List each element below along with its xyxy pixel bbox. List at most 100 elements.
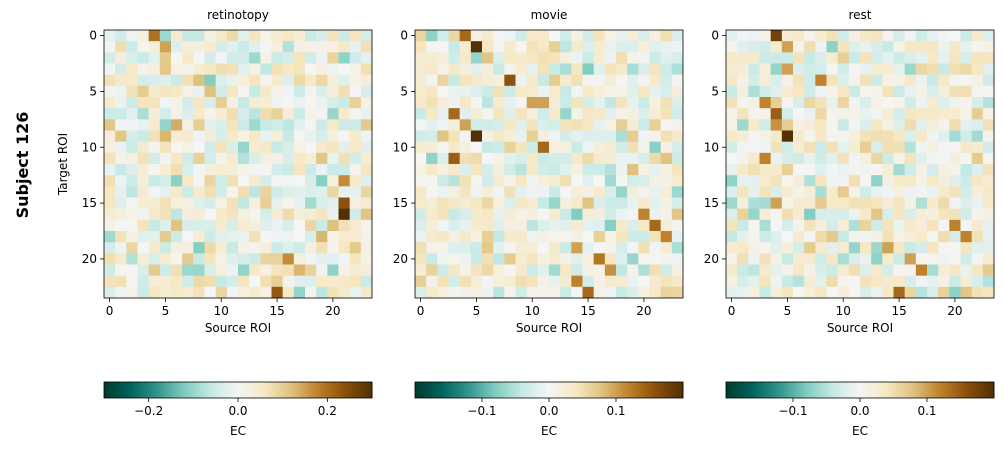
heatmap-cell — [126, 275, 138, 288]
heatmap-cell — [604, 63, 617, 76]
heatmap-cell — [316, 130, 328, 143]
heatmap-cell — [649, 286, 662, 299]
heatmap-cell — [293, 141, 306, 154]
colorbar-segment — [770, 382, 774, 398]
heatmap-cell — [893, 152, 906, 165]
colorbar-segment — [584, 382, 588, 398]
heatmap-cell — [482, 253, 494, 265]
heatmap-cell — [649, 242, 662, 254]
heatmap-cell — [638, 208, 650, 221]
colorbar-segment — [964, 382, 968, 398]
heatmap-cell — [737, 286, 749, 299]
colorbar-segment — [162, 382, 165, 398]
heatmap-cell — [649, 264, 662, 277]
heatmap-cell — [904, 108, 917, 120]
colorbar-segment — [958, 382, 961, 398]
heatmap-cell — [316, 85, 328, 98]
heatmap-cell — [593, 175, 606, 187]
colorbar-segment — [318, 382, 322, 398]
heatmap-cell — [282, 242, 295, 254]
heatmap-cell — [360, 264, 373, 277]
heatmap-cell — [293, 208, 306, 221]
colorbar-segment — [468, 382, 472, 398]
colorbar-segment — [502, 382, 505, 398]
heatmap-cell — [271, 41, 284, 53]
colorbar-segment — [473, 382, 476, 398]
colorbar-segment — [962, 382, 966, 398]
heatmap-cell — [582, 74, 595, 87]
colorbar-segment — [953, 382, 957, 398]
heatmap-cell — [327, 208, 339, 221]
heatmap-cell — [426, 85, 438, 98]
heatmap-cell — [893, 264, 906, 277]
heatmap-cell — [604, 253, 617, 265]
heatmap-cell — [293, 119, 306, 131]
heatmap-cell — [238, 186, 250, 198]
heatmap-cell — [860, 242, 872, 254]
heatmap-cell — [415, 152, 427, 165]
heatmap-cell — [327, 108, 339, 120]
heatmap-cell — [470, 275, 483, 288]
colorbar-segment — [296, 382, 299, 398]
heatmap-cell — [459, 219, 472, 232]
heatmap-cell — [571, 85, 583, 98]
heatmap-cell — [437, 130, 449, 143]
heatmap-cell — [238, 108, 250, 120]
heatmap-cell — [293, 152, 306, 165]
heatmap-cell — [249, 253, 261, 265]
heatmap-cell — [660, 108, 673, 120]
heatmap-cell — [470, 175, 483, 187]
heatmap-cell — [226, 85, 239, 98]
heatmap-cell — [271, 186, 284, 198]
heatmap-cell — [793, 275, 805, 288]
heatmap-cell — [226, 152, 239, 165]
colorbar-segment — [726, 382, 729, 398]
heatmap-cell — [238, 97, 250, 109]
heatmap-cell — [616, 63, 628, 76]
heatmap-cell — [982, 219, 995, 232]
heatmap-cell — [126, 175, 138, 187]
heatmap-cell — [571, 152, 583, 165]
colorbar-segment — [115, 382, 118, 398]
heatmap-cell — [871, 286, 883, 299]
heatmap-cell — [204, 208, 217, 221]
heatmap-cell — [893, 242, 906, 254]
heatmap-cell — [226, 264, 239, 277]
heatmap-cell — [171, 219, 183, 232]
heatmap-cell — [293, 130, 306, 143]
heatmap-cell — [504, 52, 516, 64]
heatmap-cell — [660, 141, 673, 154]
heatmap-cell — [781, 275, 794, 288]
axes-frame — [414, 29, 684, 299]
heatmap-cell — [426, 119, 438, 131]
heatmap-cell — [915, 108, 928, 120]
heatmap-cell — [982, 52, 995, 64]
heatmap-cell — [949, 63, 961, 76]
colorbar-segment — [251, 382, 255, 398]
colorbar-tick-label: −0.1 — [467, 404, 496, 418]
heatmap-cell — [249, 264, 261, 277]
heatmap-cell — [504, 119, 516, 131]
heatmap-cell — [104, 186, 116, 198]
heatmap-cell — [871, 264, 883, 277]
heatmap-cell — [781, 152, 794, 165]
heatmap-cell — [260, 197, 272, 210]
heatmap-cell — [726, 74, 738, 87]
heatmap-cell — [504, 275, 516, 288]
heatmap-cell — [448, 130, 461, 143]
heatmap-cell — [960, 253, 973, 265]
heatmap-cell — [726, 175, 738, 187]
heatmap-cell — [560, 85, 572, 98]
colorbar-segment — [853, 382, 856, 398]
heatmap-cell — [649, 208, 662, 221]
heatmap-cell — [759, 175, 772, 187]
heatmap-cell — [470, 264, 483, 277]
colorbar-segment — [586, 382, 590, 398]
heatmap-cell — [848, 219, 861, 232]
heatmap-cell — [971, 85, 984, 98]
heatmap-cell — [137, 219, 150, 232]
heatmap-cell — [904, 141, 917, 154]
heatmap-cell — [171, 186, 183, 198]
heatmap-cell — [215, 253, 228, 265]
